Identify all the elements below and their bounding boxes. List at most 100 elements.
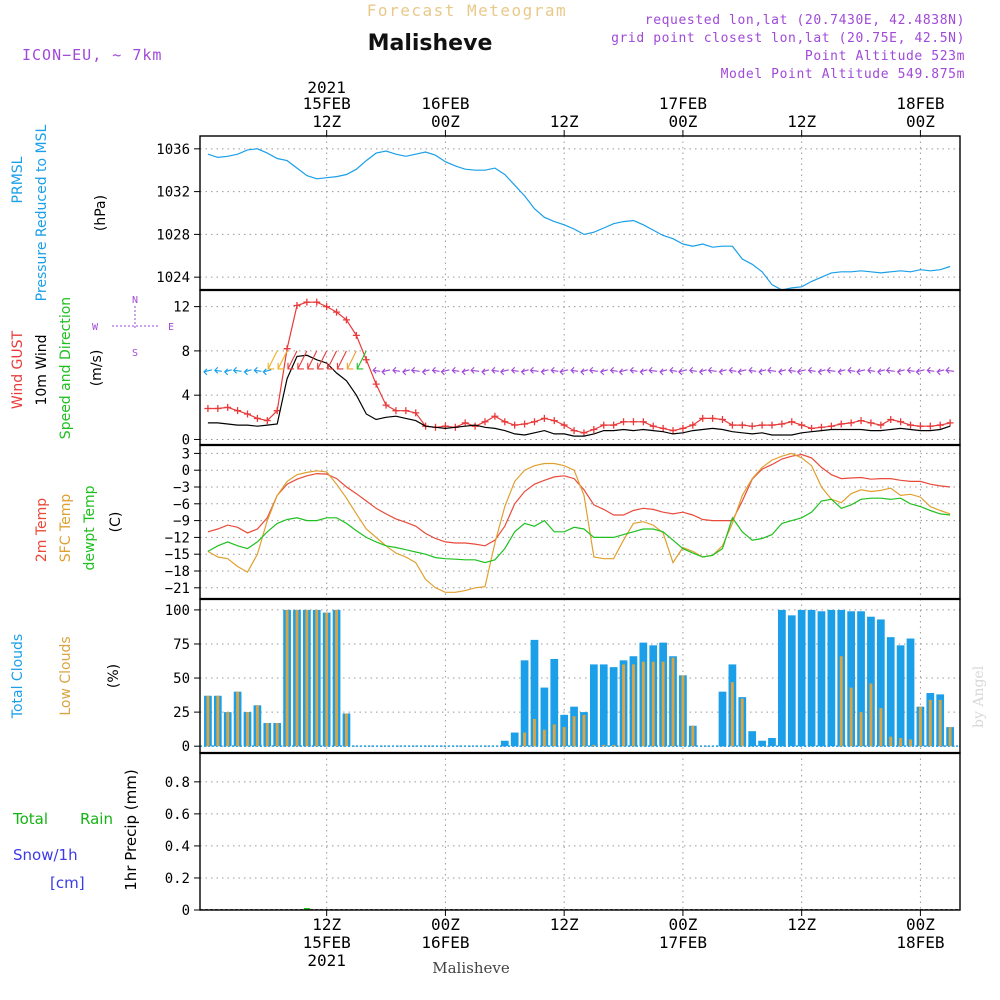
x-hour-label-top: 00Z bbox=[668, 112, 697, 131]
plot-area: 1024 1028 1032 1036 PRMSL Pressure Reduced to… bbox=[10, 78, 961, 970]
y-tick-label: −18 bbox=[165, 564, 190, 580]
temp-unit-label: (C) bbox=[108, 512, 124, 533]
model-label: ICON−EU, ~ 7km bbox=[22, 46, 162, 64]
total-cloud-bar bbox=[807, 609, 816, 747]
wind-direction-arrow bbox=[510, 366, 519, 374]
gust-marker bbox=[808, 424, 816, 432]
location-title: Malisheve bbox=[368, 31, 493, 56]
pressure-label-description: Pressure Reduced to MSL bbox=[34, 124, 50, 301]
wind-direction-arrow bbox=[297, 350, 308, 370]
gust-marker bbox=[204, 404, 212, 412]
gust-marker bbox=[293, 302, 301, 309]
precip-snow-unit-label: [cm] bbox=[50, 874, 85, 892]
low-cloud-bar bbox=[542, 729, 546, 747]
wind-direction-arrow bbox=[243, 368, 252, 376]
wind-direction-arrow bbox=[707, 366, 717, 374]
y-tick-label: 25 bbox=[173, 705, 190, 721]
wind-direction-arrow bbox=[402, 368, 410, 376]
gust-marker bbox=[234, 407, 242, 415]
wind-direction-arrow bbox=[372, 366, 381, 374]
footer-location: Malisheve bbox=[432, 959, 510, 977]
gust-marker bbox=[540, 414, 548, 422]
y-tick-label: 1036 bbox=[156, 142, 190, 158]
x-day-label-bottom: 16FEB bbox=[421, 933, 469, 952]
x-day-label-bottom: 18FEB bbox=[896, 933, 944, 952]
low-cloud-bar bbox=[631, 664, 635, 747]
wind-direction-arrow bbox=[867, 366, 876, 374]
wind-direction-arrow bbox=[470, 366, 480, 374]
gust-marker bbox=[916, 422, 924, 430]
gust-marker bbox=[837, 420, 845, 428]
total-cloud-bar bbox=[758, 740, 766, 747]
gust-marker bbox=[362, 356, 370, 364]
gust-marker bbox=[827, 422, 835, 430]
wind-direction-arrow bbox=[856, 368, 866, 376]
wind-direction-arrow bbox=[317, 350, 328, 370]
x-hour-label-bottom: 12Z bbox=[550, 915, 579, 934]
wind-direction-arrow bbox=[287, 350, 298, 370]
wind-direction-arrow bbox=[440, 368, 450, 376]
gust-marker bbox=[936, 421, 944, 429]
total-cloud-bar bbox=[857, 611, 865, 747]
low-cloud-bar bbox=[315, 609, 319, 747]
wind-direction-arrow bbox=[461, 368, 470, 376]
gust-marker bbox=[392, 407, 400, 415]
x-day-label-top: 16FEB bbox=[421, 94, 469, 113]
total-cloud-bar bbox=[599, 664, 608, 747]
low-cloud-bar bbox=[889, 736, 893, 747]
wind-direction-arrow bbox=[262, 368, 272, 376]
wind-direction-arrow bbox=[580, 368, 589, 376]
gust-marker bbox=[719, 416, 726, 424]
y-tick-label: 1032 bbox=[156, 185, 190, 201]
x-day-label-top: 17FEB bbox=[659, 94, 707, 113]
total-cloud-bar bbox=[896, 645, 905, 747]
low-cloud-bar bbox=[592, 744, 596, 747]
wind-direction-arrow bbox=[926, 366, 935, 374]
wind-direction-arrow bbox=[392, 366, 401, 374]
x-hour-label-bottom: 00Z bbox=[668, 915, 697, 934]
wind-direction-arrow bbox=[267, 350, 278, 370]
model-altitude: Model Point Altitude 549.875m bbox=[721, 67, 965, 82]
gust-marker bbox=[550, 417, 558, 425]
low-cloud-bar bbox=[295, 609, 299, 747]
clouds-unit-label: (%) bbox=[106, 664, 122, 688]
gust-marker bbox=[728, 421, 736, 429]
pressure-label-prmsl: PRMSL bbox=[10, 156, 26, 203]
compass-north-label: N bbox=[132, 295, 138, 306]
low-cloud-bar bbox=[552, 724, 556, 747]
low-cloud-bar bbox=[948, 727, 952, 747]
gust-marker bbox=[778, 420, 786, 428]
gust-marker bbox=[758, 421, 766, 429]
total-cloud-bar bbox=[550, 658, 559, 747]
gust-marker bbox=[511, 421, 519, 429]
wind-direction-arrow bbox=[787, 366, 796, 374]
gust-marker bbox=[224, 403, 232, 411]
low-cloud-bar bbox=[681, 675, 685, 747]
y-tick-label: −15 bbox=[165, 547, 190, 563]
y-tick-label: −6 bbox=[173, 497, 190, 513]
low-cloud-bar bbox=[533, 718, 536, 747]
wind-direction-arrow bbox=[915, 368, 925, 376]
gust-marker bbox=[560, 421, 568, 429]
gust-marker bbox=[214, 404, 222, 412]
wind-direction-arrow bbox=[336, 350, 347, 370]
gust-marker bbox=[887, 416, 895, 424]
total-cloud-bar bbox=[718, 691, 727, 747]
total-cloud-bar bbox=[867, 616, 875, 747]
total-cloud-bar bbox=[510, 732, 519, 747]
gust-marker bbox=[610, 421, 618, 429]
gust-marker bbox=[620, 418, 628, 426]
rain-bar bbox=[303, 908, 310, 910]
y-tick-label: 0 bbox=[182, 739, 190, 755]
wind-direction-arrow bbox=[659, 368, 668, 376]
y-tick-label: 0 bbox=[182, 903, 190, 919]
wind-direction-arrow bbox=[589, 366, 598, 374]
y-tick-label: 100 bbox=[165, 603, 190, 619]
wind-direction-arrow bbox=[877, 368, 885, 376]
total-cloud-bar bbox=[778, 609, 786, 747]
low-cloud-bar bbox=[572, 716, 576, 747]
pressure-line bbox=[207, 148, 951, 291]
credit-watermark: by Angel bbox=[971, 665, 987, 728]
x-hour-label-top: 12Z bbox=[550, 112, 579, 131]
